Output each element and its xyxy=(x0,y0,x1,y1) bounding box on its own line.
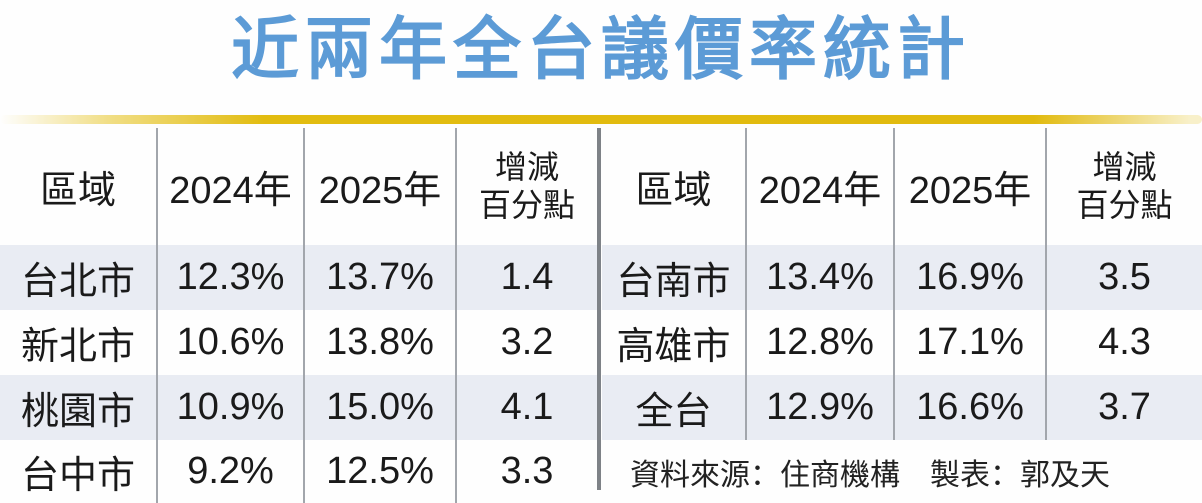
header-cell-region: 區域 xyxy=(0,128,158,245)
change-cell: 3.5 xyxy=(1098,256,1151,298)
value-2025-cell: 13.8% xyxy=(305,310,457,375)
value-2024-cell: 10.6% xyxy=(158,310,305,375)
region-cell: 新北市 xyxy=(0,310,158,375)
left-table: 區域 2024年 2025年 增減 百分點 台北市 12.3% 13.7% 1.… xyxy=(0,128,597,503)
header-cell-2024: 2024年 xyxy=(747,128,895,245)
header-cell-2024: 2024年 xyxy=(158,128,305,245)
table-row: 台北市 12.3% 13.7% 1.4 xyxy=(0,245,597,310)
value-2025-cell: 17.1% xyxy=(895,310,1047,375)
table-row: 高雄市 12.8% 17.1% 4.3 xyxy=(602,310,1202,375)
table-row: 台中市 9.2% 12.5% 3.3 xyxy=(0,440,597,503)
table-row: 台南市 13.4% 16.9% 3.5 xyxy=(602,245,1202,310)
table-row: 桃園市 10.9% 15.0% 4.1 xyxy=(0,375,597,440)
page-title: 近兩年全台議價率統計 xyxy=(230,12,971,88)
header-cell-change: 增減 百分點 xyxy=(457,128,597,245)
accent-gold-divider xyxy=(0,115,1202,124)
right-table: 區域 2024年 2025年 增減 百分點 台南市 13.4% 16.9% 3.… xyxy=(602,128,1202,503)
right-table-header-row: 區域 2024年 2025年 增減 百分點 xyxy=(602,128,1202,245)
change-cell: 4.3 xyxy=(1098,321,1151,363)
header-cell-region: 區域 xyxy=(602,128,747,245)
value-2025-cell: 15.0% xyxy=(305,375,457,440)
value-2025-cell: 16.9% xyxy=(895,245,1047,310)
value-2024-cell: 12.9% xyxy=(747,375,895,440)
change-cell: 3.7 xyxy=(1098,386,1151,428)
left-table-header-row: 區域 2024年 2025年 增減 百分點 xyxy=(0,128,597,245)
change-cell: 3.3 xyxy=(500,450,554,492)
region-cell: 台北市 xyxy=(0,245,158,310)
table-row: 新北市 10.6% 13.8% 3.2 xyxy=(0,310,597,375)
value-2024-cell: 9.2% xyxy=(158,440,305,503)
header-change-label: 增減 百分點 xyxy=(1076,149,1172,225)
data-source-text: 資料來源：住商機構 xyxy=(630,458,900,492)
header-cell-2025: 2025年 xyxy=(305,128,457,245)
change-cell: 1.4 xyxy=(500,256,554,298)
header-change-label: 增減 百分點 xyxy=(479,149,575,225)
value-2024-cell: 12.8% xyxy=(747,310,895,375)
header-change-line1: 增減 xyxy=(1092,148,1157,185)
header-change-line2: 百分點 xyxy=(478,186,575,223)
change-cell: 4.1 xyxy=(500,386,554,428)
table-divider xyxy=(597,128,601,490)
table-credit-text: 製表：郭及天 xyxy=(930,458,1110,492)
region-cell: 台南市 xyxy=(602,245,747,310)
value-2025-cell: 16.6% xyxy=(895,375,1047,440)
region-cell: 桃園市 xyxy=(0,375,158,440)
value-2024-cell: 13.4% xyxy=(747,245,895,310)
header-change-line1: 增減 xyxy=(494,148,559,185)
region-cell: 全台 xyxy=(602,375,747,440)
region-cell: 高雄市 xyxy=(602,310,747,375)
value-2025-cell: 12.5% xyxy=(305,440,457,503)
header-cell-change: 增減 百分點 xyxy=(1047,128,1202,245)
header-change-line2: 百分點 xyxy=(1076,186,1173,223)
table-row: 全台 12.9% 16.6% 3.7 xyxy=(602,375,1202,440)
region-cell: 台中市 xyxy=(0,440,158,503)
value-2024-cell: 12.3% xyxy=(158,245,305,310)
value-2024-cell: 10.9% xyxy=(158,375,305,440)
source-credit-line: 資料來源：住商機構 製表：郭及天 xyxy=(602,440,1202,503)
header-cell-2025: 2025年 xyxy=(895,128,1047,245)
value-2025-cell: 13.7% xyxy=(305,245,457,310)
change-cell: 3.2 xyxy=(500,321,554,363)
